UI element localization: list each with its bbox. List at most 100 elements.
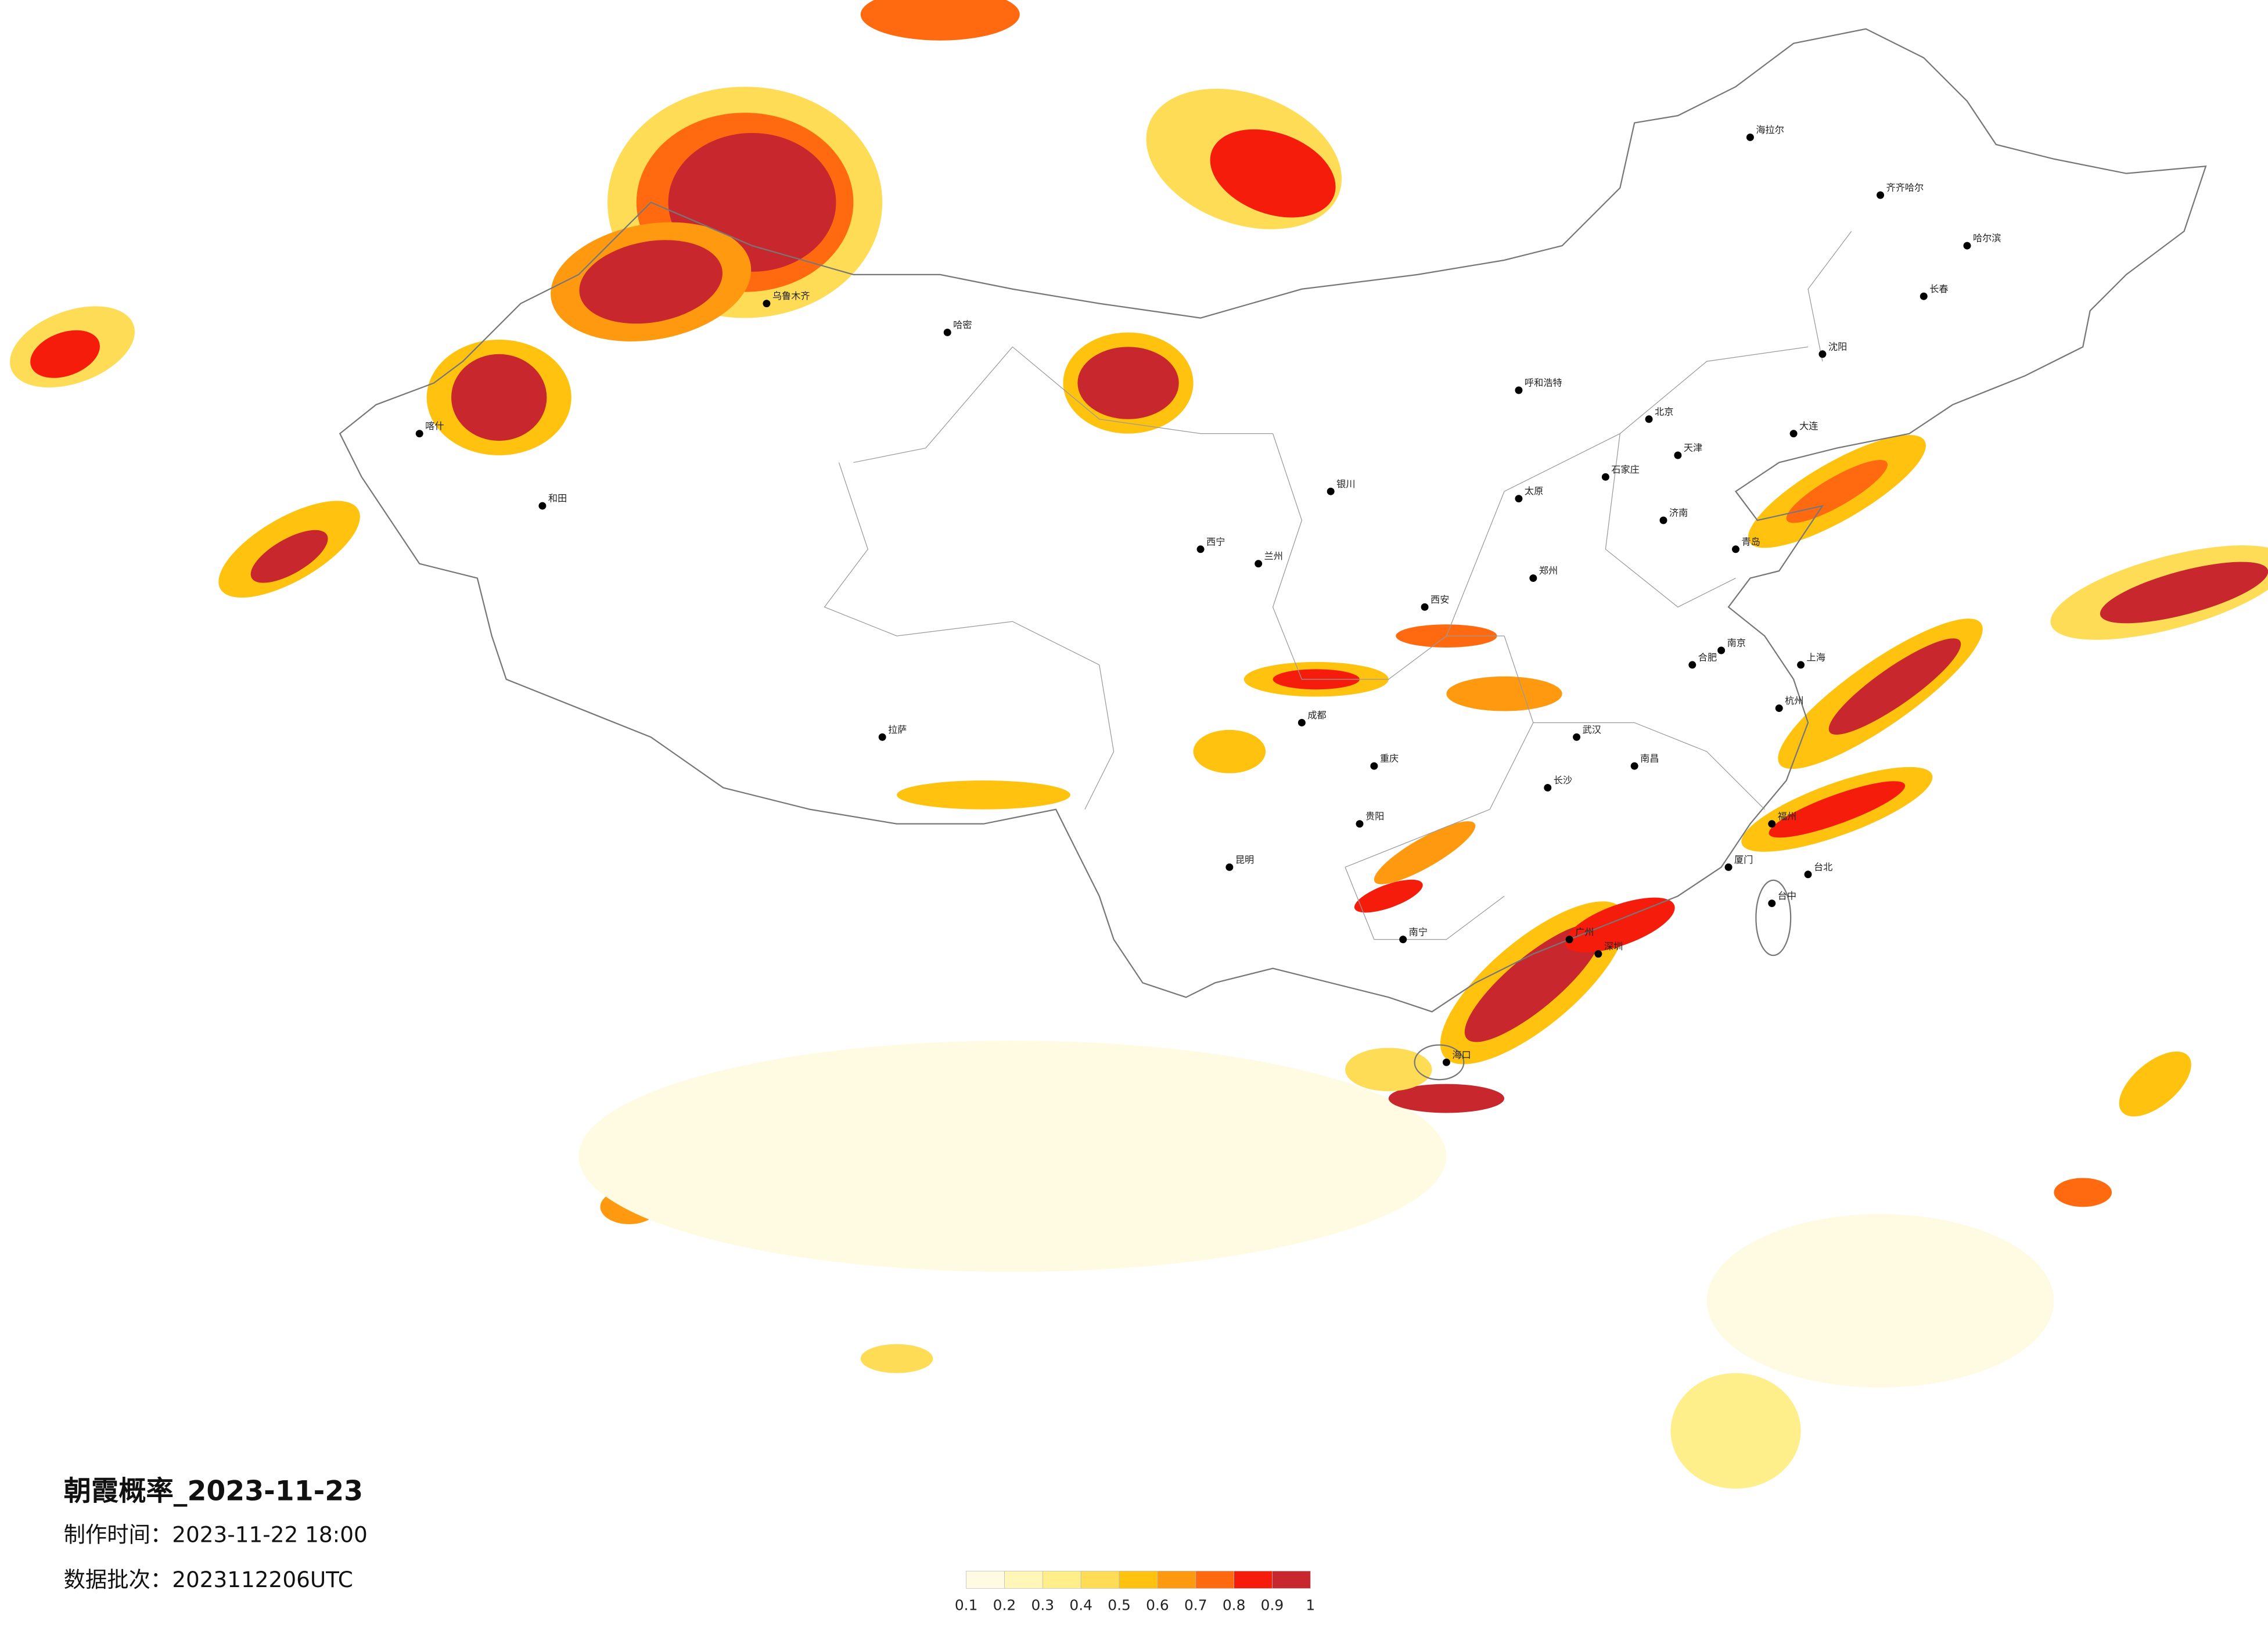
probability-area <box>860 0 1020 41</box>
city-label: 喀什 <box>425 420 444 431</box>
city-dot <box>1544 783 1552 792</box>
city-dot <box>1789 430 1798 438</box>
city-dot <box>1442 1058 1450 1066</box>
city-dot <box>1601 473 1609 481</box>
city-dot <box>1297 718 1306 726</box>
probability-area <box>897 780 1070 810</box>
city-label: 沈阳 <box>1828 341 1847 352</box>
city-label: 台中 <box>1778 890 1796 901</box>
data-batch: 数据批次：2023112206UTC <box>64 1567 353 1592</box>
city-dot <box>943 328 951 336</box>
city-label: 哈尔滨 <box>1973 233 2001 244</box>
probability-area <box>1706 1214 2054 1388</box>
map-title: 朝霞概率_2023-11-23 <box>64 1475 364 1507</box>
legend-swatch <box>1004 1571 1043 1589</box>
city-label: 杭州 <box>1785 695 1803 706</box>
city-dot <box>1717 646 1726 654</box>
probability-area <box>1345 1048 1432 1092</box>
city-label: 乌鲁木齐 <box>772 290 810 301</box>
probability-layer <box>10 0 2268 1489</box>
probability-area <box>1354 879 1423 913</box>
city-label: 重庆 <box>1380 753 1399 764</box>
probability-area <box>2054 1178 2112 1207</box>
probability-area <box>1077 347 1179 419</box>
probability-area <box>451 354 547 441</box>
probability-area <box>579 240 723 324</box>
city-label: 武汉 <box>1583 724 1601 735</box>
city-label: 青岛 <box>1741 536 1760 547</box>
city-label: 南京 <box>1727 638 1746 649</box>
city-dot <box>1370 762 1378 770</box>
city-label: 合肥 <box>1698 652 1717 663</box>
city-dot <box>1797 661 1805 669</box>
city-label: 北京 <box>1655 406 1673 417</box>
legend-swatch <box>966 1571 1005 1589</box>
city-dot <box>1768 820 1776 828</box>
city-label: 海拉尔 <box>1756 124 1784 135</box>
city-dot <box>1732 545 1739 553</box>
legend-swatch <box>1042 1571 1081 1589</box>
made-time: 制作时间：2023-11-22 18:00 <box>64 1522 368 1548</box>
city-label: 银川 <box>1336 479 1355 490</box>
city-label: 福州 <box>1778 811 1796 822</box>
legend-swatch <box>1195 1571 1234 1589</box>
city-dot <box>1421 603 1429 611</box>
city-label: 济南 <box>1669 508 1688 519</box>
city-dot <box>1255 560 1263 568</box>
probability-area <box>578 1041 1447 1272</box>
probability-area <box>1565 897 1675 953</box>
city-dot <box>1659 516 1667 524</box>
city-dot <box>1515 386 1523 394</box>
city-dot <box>1963 242 1971 250</box>
city-dot <box>1724 863 1733 871</box>
probability-area <box>1388 1084 1505 1113</box>
city-dot <box>763 300 771 308</box>
city-dot <box>415 430 423 438</box>
city-dot <box>1573 733 1581 741</box>
city-label: 天津 <box>1684 443 1702 454</box>
probability-area <box>250 530 328 583</box>
city-dot <box>1529 574 1537 582</box>
city-label: 和田 <box>548 493 567 504</box>
city-dot <box>1356 820 1364 828</box>
city-label: 南宁 <box>1409 926 1428 937</box>
city-label: 长春 <box>1929 283 1948 294</box>
city-label: 厦门 <box>1734 854 1753 865</box>
legend-swatch <box>1080 1571 1120 1589</box>
city-dot <box>1225 863 1234 871</box>
probability-area <box>1828 638 1961 735</box>
island-outline <box>1755 879 1792 956</box>
city-label: 兰州 <box>1264 551 1283 562</box>
city-label: 太原 <box>1525 485 1543 497</box>
city-dot <box>1196 545 1205 553</box>
city-label: 昆明 <box>1235 854 1254 865</box>
city-label: 郑州 <box>1539 565 1558 576</box>
legend-tick-label: 0.5 <box>1108 1597 1131 1614</box>
legend-tick-label: 0.6 <box>1146 1597 1169 1614</box>
probability-area <box>1374 821 1476 884</box>
city-label: 南昌 <box>1640 753 1659 764</box>
city-dot <box>1594 950 1602 958</box>
province-lines <box>824 231 1852 940</box>
island-outline <box>1414 1044 1465 1081</box>
city-label: 广州 <box>1575 926 1594 937</box>
city-dot <box>1327 487 1335 495</box>
probability-area <box>1769 781 1906 838</box>
probability-area <box>1446 676 1562 711</box>
legend-swatch <box>1119 1571 1158 1589</box>
legend-tick-label: 0.4 <box>1069 1597 1092 1614</box>
city-dot <box>1818 350 1827 358</box>
city-dot <box>1877 191 1885 199</box>
legend-tick-label: 1 <box>1306 1597 1315 1614</box>
city-dot <box>1399 936 1407 944</box>
city-label: 拉萨 <box>888 724 907 735</box>
city-dot <box>1920 292 1928 300</box>
legend-tick-label: 0.3 <box>1031 1597 1055 1614</box>
city-label: 石家庄 <box>1611 464 1640 475</box>
city-dot <box>1768 900 1776 908</box>
legend-tick-label: 0.2 <box>993 1597 1016 1614</box>
probability-area <box>30 330 100 378</box>
city-label: 齐齐哈尔 <box>1886 182 1924 193</box>
city-label: 呼和浩特 <box>1525 377 1562 388</box>
city-dot <box>1746 133 1754 141</box>
